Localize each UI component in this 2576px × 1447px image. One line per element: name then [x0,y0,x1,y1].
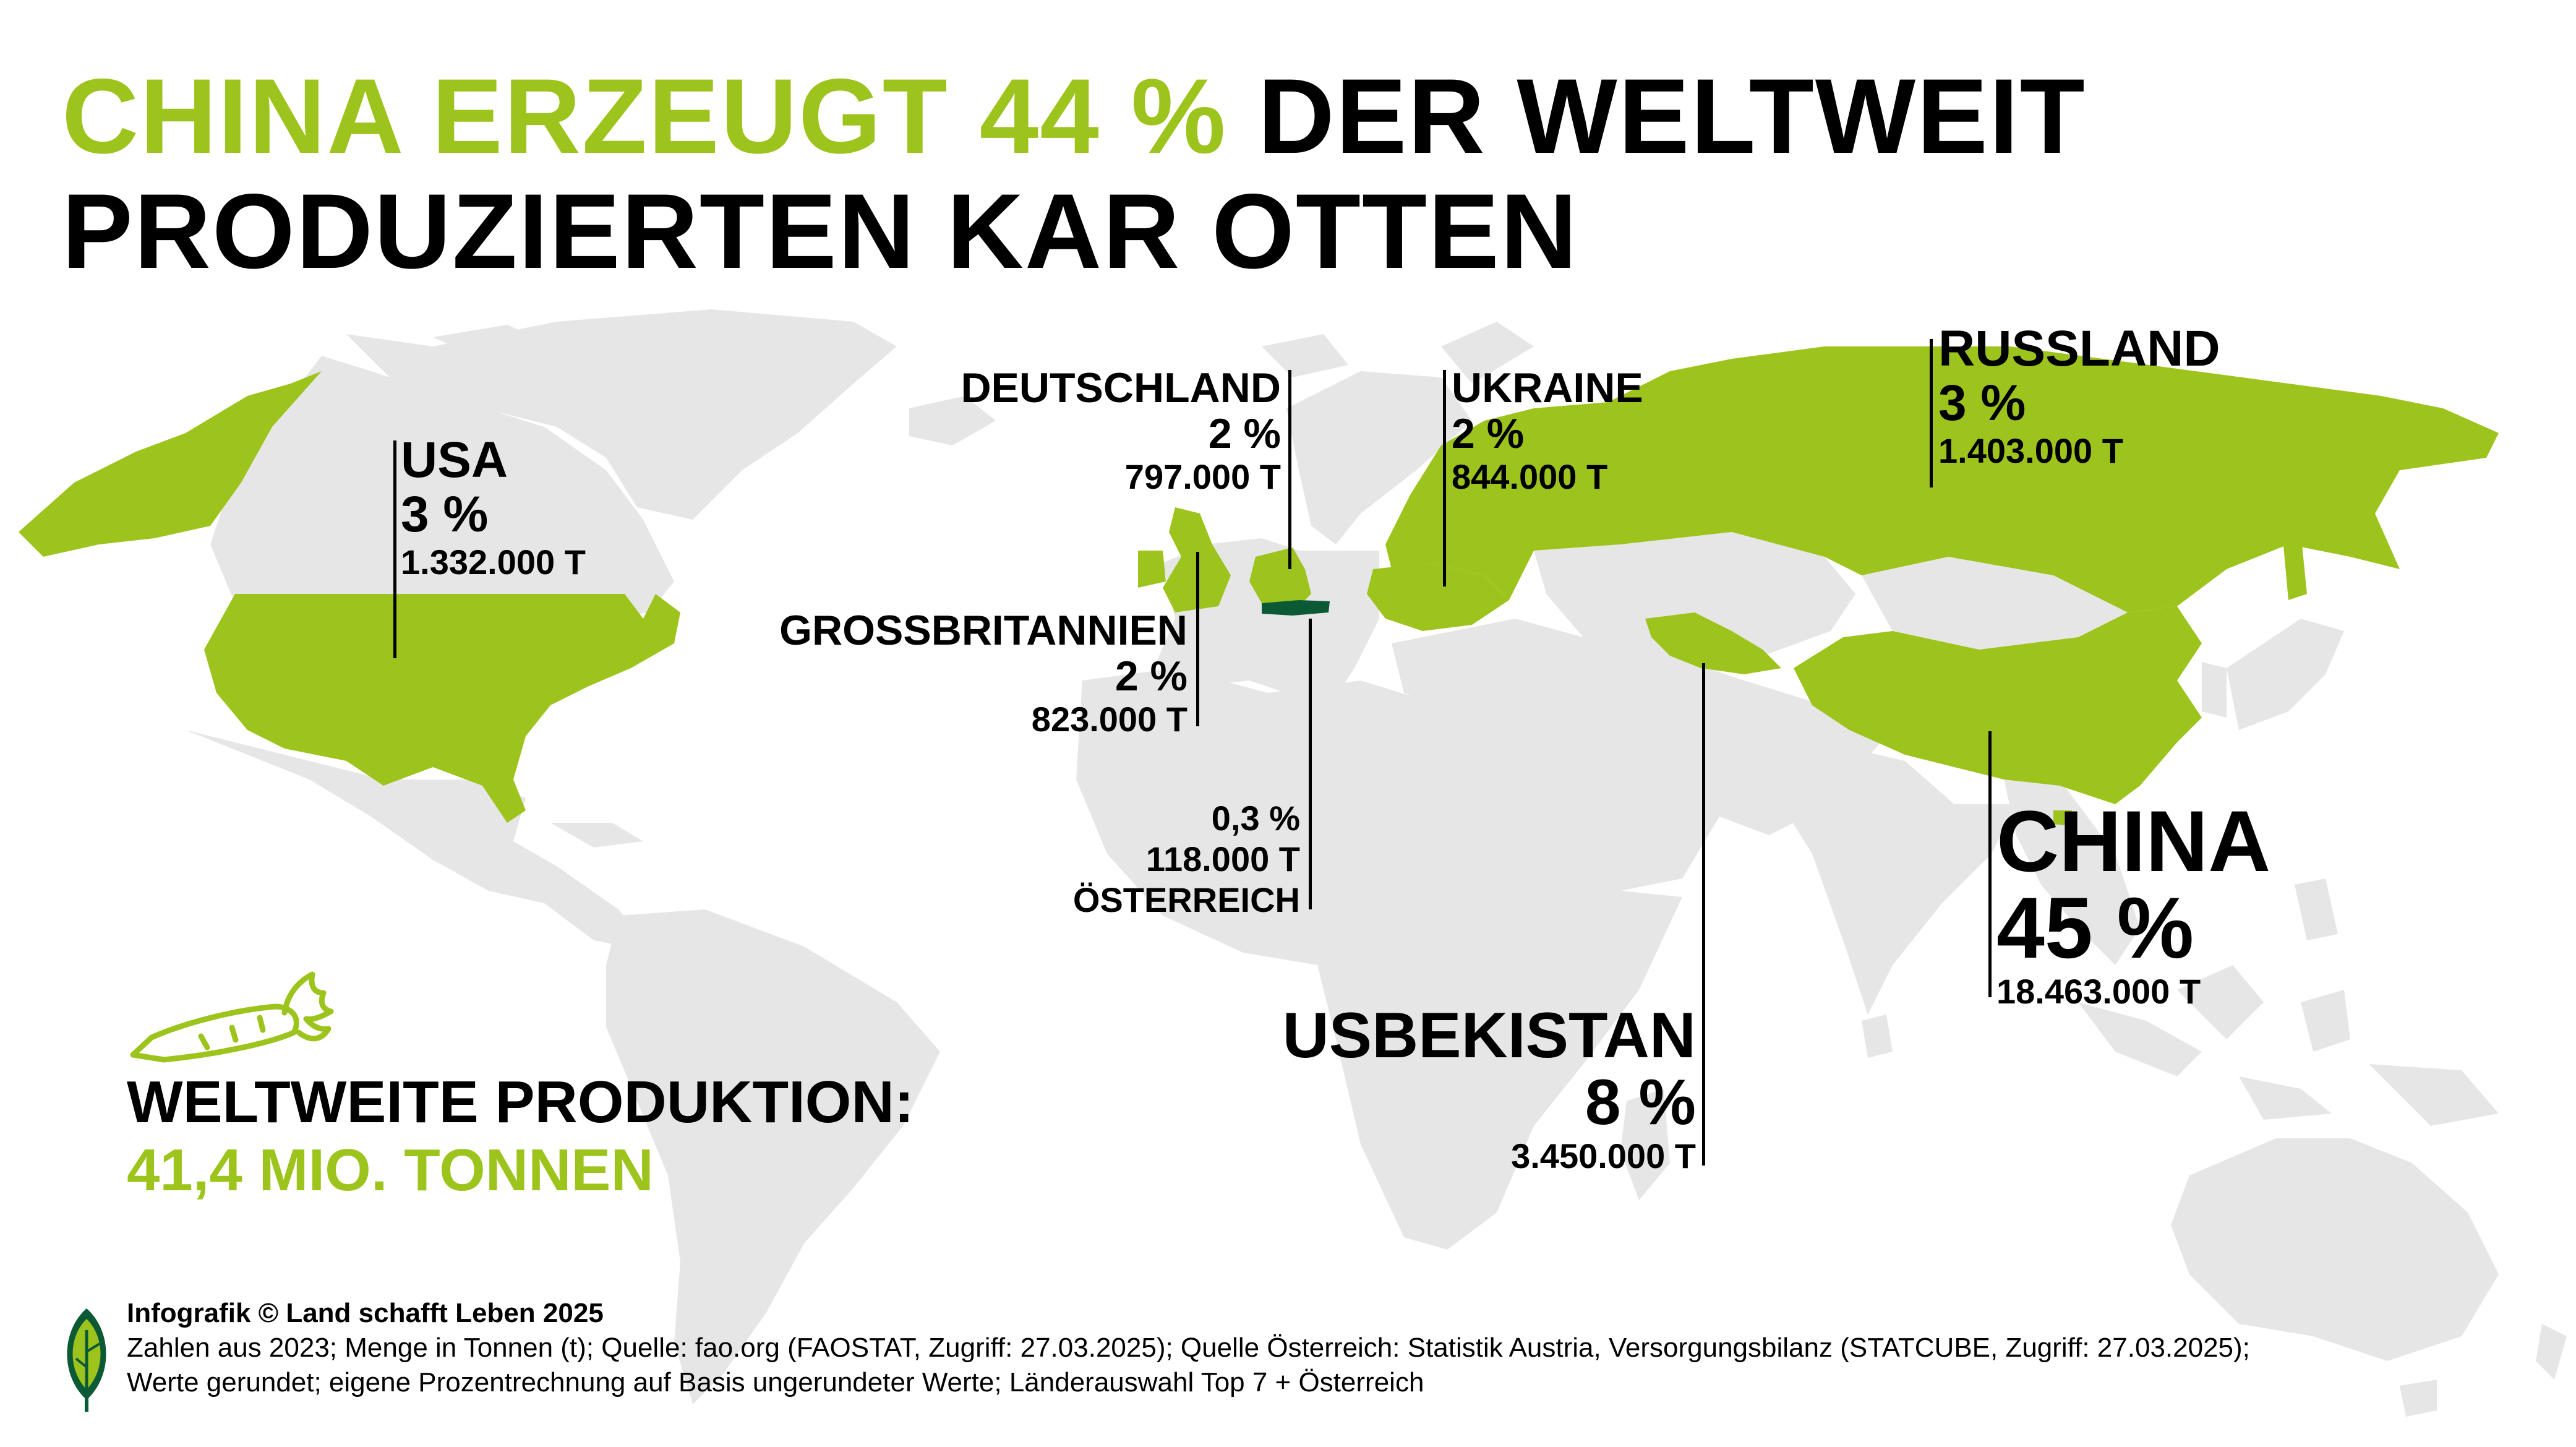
austria-shape [1262,600,1330,616]
grossbritannien-tons: 823.000 T [1031,700,1187,739]
deutschland-label: DEUTSCHLAND 2 % 797.000 T [961,365,1281,497]
china-name: CHINA [1996,792,2271,890]
footer-line2: Werte gerundet; eigene Prozentrechnung a… [127,1367,1424,1398]
title-highlight: CHINA ERZEUGT 44 % [62,57,1227,176]
russland-name: RUSSLAND [1938,320,2220,377]
page-title: CHINA ERZEUGT 44 % DER WELTWEIT PRODUZIE… [62,59,2086,289]
world-production-label: WELTWEITE PRODUKTION: [127,1069,914,1135]
oesterreich-percent: 0,3 % [1211,799,1300,838]
china-leader [1988,731,1992,997]
russland-label: RUSSLAND 3 % 1.403.000 T [1938,322,2220,471]
land-highlight [19,346,2499,826]
usa-shape [204,594,680,823]
germany-shape [1249,547,1311,606]
grossbritannien-label: GROSSBRITANNIEN 2 % 823.000 T [779,608,1187,740]
world-production-value: 41,4 MIO. TONNEN [127,1137,654,1203]
oesterreich-tons: 118.000 T [1145,839,1300,878]
footer-credit: Infografik © Land schafft Leben 2025 [127,1298,604,1328]
footer-line1: Zahlen aus 2023; Menge in Tonnen (t); Qu… [127,1333,2250,1363]
usa-leader [393,440,396,658]
uzbekistan-shape [1645,612,1781,674]
china-label: CHINA 45 % 18.463.000 T [1996,798,2270,1012]
ukraine-percent: 2 % [1452,410,1525,457]
deutschland-leader [1288,370,1291,569]
deutschland-percent: 2 % [1208,410,1281,457]
ukraine-shape [1367,563,1509,631]
usbekistan-label: USBEKISTAN 8 % 3.450.000 T [1283,1002,1696,1177]
oesterreich-name: ÖSTERREICH [1072,880,1300,919]
russia-shape [1385,346,2499,612]
ukraine-leader [1443,370,1446,586]
carrot-icon [130,971,334,1063]
usa-tons: 1.332.000 T [401,543,586,582]
usa-percent: 3 % [401,486,489,543]
oesterreich-leader [1309,619,1312,909]
ukraine-tons: 844.000 T [1452,457,1608,496]
usbekistan-name: USBEKISTAN [1282,1000,1696,1071]
usbekistan-leader [1702,663,1705,1166]
hainan-shape [2053,810,2072,826]
grossbritannien-percent: 2 % [1115,653,1187,700]
china-tons: 18.463.000 T [1996,972,2201,1011]
usbekistan-percent: 8 % [1585,1067,1696,1138]
deutschland-tons: 797.000 T [1124,457,1281,496]
grossbritannien-name: GROSSBRITANNIEN [779,607,1187,654]
oesterreich-label: 0,3 % 118.000 T ÖSTERREICH [1073,798,1300,921]
sakhalin-shape [2282,532,2307,600]
ukraine-name: UKRAINE [1452,364,1643,411]
title-line1: CHINA ERZEUGT 44 % DER WELTWEIT [62,59,2086,174]
usa-name: USA [401,432,508,488]
land-schafft-leben-logo [67,1308,106,1412]
land-grey [186,309,2567,1417]
footer: Infografik © Land schafft Leben 2025 Zah… [127,1296,2250,1400]
title-rest: DER WELTWEIT [1257,57,2086,176]
china-percent: 45 % [1996,879,2194,976]
grossbritannien-leader [1196,552,1199,726]
ireland-shape [1138,551,1166,588]
russland-percent: 3 % [1938,375,2026,431]
alaska-shape [19,371,322,557]
usbekistan-tons: 3.450.000 T [1511,1136,1696,1175]
deutschland-name: DEUTSCHLAND [961,364,1281,411]
title-line2: PRODUZIERTEN KAR OTTEN [62,172,1578,291]
ukraine-label: UKRAINE 2 % 844.000 T [1452,365,1643,497]
russland-leader [1930,339,1933,487]
china-shape [1794,606,2202,804]
usa-label: USA 3 % 1.332.000 T [401,433,586,583]
russland-tons: 1.403.000 T [1938,431,2123,470]
